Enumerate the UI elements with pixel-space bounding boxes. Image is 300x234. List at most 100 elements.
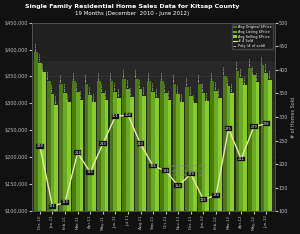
Text: 134: 134: [213, 193, 219, 197]
Text: 310,000: 310,000: [118, 88, 120, 96]
Text: 371,000: 371,000: [262, 55, 263, 64]
Bar: [32, 22, 274, 60]
Text: 154: 154: [175, 184, 181, 188]
Text: 331,000: 331,000: [187, 76, 188, 85]
Text: 342,000: 342,000: [48, 70, 49, 79]
Text: 334,000: 334,000: [244, 74, 245, 84]
Text: 298,000: 298,000: [56, 94, 57, 103]
Bar: [230, 93, 234, 234]
Text: 336,000: 336,000: [61, 73, 62, 82]
Bar: [243, 85, 247, 234]
Text: 375,000: 375,000: [39, 52, 41, 61]
Text: 302,000: 302,000: [68, 92, 69, 101]
Text: 196: 196: [150, 164, 157, 168]
Bar: [261, 65, 264, 234]
Text: 307,000: 307,000: [169, 89, 170, 98]
Bar: [42, 72, 46, 234]
Bar: [160, 81, 164, 234]
Text: 310,000: 310,000: [219, 88, 220, 96]
Text: 340,000: 340,000: [257, 71, 258, 80]
Text: 361,000: 361,000: [237, 60, 238, 69]
Bar: [47, 81, 51, 234]
Bar: [256, 82, 260, 234]
Bar: [117, 98, 121, 234]
Bar: [223, 76, 227, 234]
Text: 279: 279: [250, 125, 257, 129]
Text: 341,000: 341,000: [161, 71, 162, 80]
Text: 315,000: 315,000: [90, 85, 91, 94]
Text: 111: 111: [49, 204, 56, 208]
Bar: [142, 96, 146, 234]
Bar: [252, 75, 256, 234]
Bar: [122, 79, 126, 234]
Text: 358,000: 358,000: [43, 62, 44, 71]
Bar: [80, 100, 83, 234]
Text: 327,000: 327,000: [140, 78, 141, 87]
Text: 286: 286: [263, 121, 270, 126]
Bar: [205, 101, 209, 234]
Bar: [110, 81, 113, 234]
Text: 341,000: 341,000: [149, 71, 150, 80]
Bar: [101, 93, 105, 234]
Text: 320,000: 320,000: [64, 82, 65, 91]
Bar: [63, 93, 67, 234]
Bar: [248, 68, 252, 234]
Bar: [92, 102, 96, 234]
Text: 310,000: 310,000: [156, 88, 158, 96]
Bar: [54, 105, 58, 234]
Bar: [210, 81, 214, 234]
Y-axis label: # of Homes Sold: # of Homes Sold: [291, 96, 296, 138]
Text: 324,000: 324,000: [215, 80, 217, 89]
Text: 318,000: 318,000: [52, 83, 53, 92]
Bar: [151, 91, 155, 234]
Text: 351,000: 351,000: [224, 65, 225, 74]
Bar: [130, 97, 134, 234]
Bar: [97, 81, 101, 234]
Text: 301: 301: [112, 114, 119, 118]
Text: 304: 304: [124, 113, 131, 117]
Text: 357,000: 357,000: [266, 62, 267, 71]
Bar: [264, 73, 268, 234]
Text: 341,000: 341,000: [98, 71, 100, 80]
Bar: [202, 93, 205, 234]
Bar: [51, 94, 54, 234]
Text: 322,000: 322,000: [153, 81, 154, 90]
Bar: [85, 84, 88, 234]
Text: 341,000: 341,000: [111, 71, 112, 80]
Text: 346,000: 346,000: [124, 68, 125, 77]
Bar: [88, 95, 92, 234]
Text: 238: 238: [37, 144, 43, 148]
Text: 320,000: 320,000: [232, 82, 233, 91]
Text: 320,000: 320,000: [102, 82, 103, 91]
Text: 322,000: 322,000: [77, 81, 78, 90]
Bar: [227, 86, 230, 234]
Text: 307,000: 307,000: [81, 89, 82, 98]
Bar: [113, 91, 117, 234]
Text: 183: 183: [87, 170, 94, 174]
Text: 304,000: 304,000: [207, 91, 208, 100]
Text: 336,000: 336,000: [199, 73, 200, 82]
Text: 347,000: 347,000: [241, 67, 242, 77]
Text: 341,000: 341,000: [212, 71, 213, 80]
Bar: [236, 71, 239, 234]
Text: 317,000: 317,000: [178, 84, 179, 93]
Text: Single Family Residential Home Sales Data for Kitsap County: Single Family Residential Home Sales Dat…: [25, 4, 239, 8]
Bar: [176, 94, 180, 234]
Text: 300,000: 300,000: [194, 93, 195, 102]
Text: 322,000: 322,000: [115, 81, 116, 90]
Text: 336,000: 336,000: [86, 73, 87, 82]
Text: 125: 125: [200, 197, 207, 201]
Text: 312,000: 312,000: [131, 86, 132, 95]
Text: 186: 186: [162, 169, 169, 173]
Bar: [126, 89, 130, 234]
Text: 332,000: 332,000: [228, 76, 229, 84]
Bar: [214, 91, 218, 234]
Bar: [59, 84, 63, 234]
Bar: [198, 84, 202, 234]
Text: Brian Wilson  16 June, 2012
www.RealEstateKitsap.com
www.kitsapRealEstate.com: Brian Wilson 16 June, 2012 www.RealEstat…: [168, 164, 206, 177]
Bar: [239, 78, 243, 234]
Text: 19 Months (December  2010 - June 2012): 19 Months (December 2010 - June 2012): [75, 11, 189, 16]
Bar: [218, 98, 222, 234]
Bar: [172, 84, 176, 234]
Bar: [185, 87, 189, 234]
